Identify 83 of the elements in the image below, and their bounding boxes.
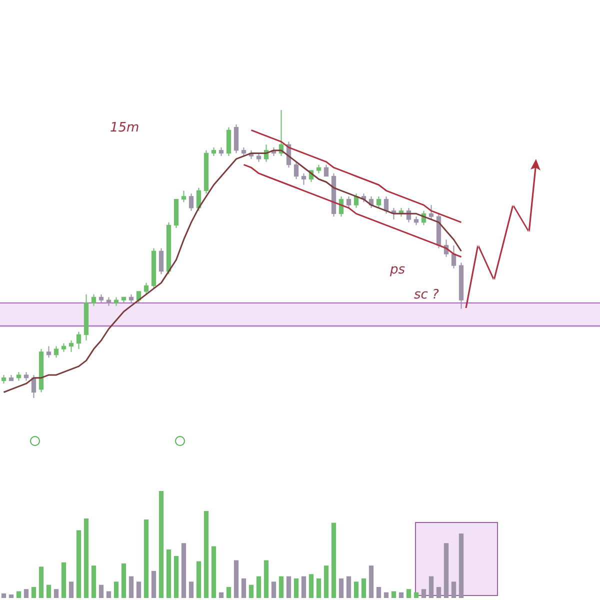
candlestick	[76, 331, 82, 350]
bar	[308, 574, 314, 598]
bar	[384, 592, 389, 598]
bar	[151, 570, 156, 598]
bar	[278, 576, 284, 598]
bar	[158, 491, 164, 598]
candlestick	[451, 244, 456, 269]
bar	[54, 589, 59, 598]
bar	[114, 582, 119, 598]
annotation: ps	[389, 262, 406, 278]
bar	[188, 582, 194, 598]
bar	[376, 586, 382, 598]
bar	[24, 589, 29, 598]
text: 15m	[110, 120, 140, 136]
annotation: sc ?	[414, 287, 440, 302]
candlestick	[346, 196, 352, 208]
bar	[391, 591, 396, 598]
bar	[144, 520, 149, 598]
bar	[211, 546, 216, 598]
bar	[8, 594, 14, 598]
bar	[38, 566, 44, 598]
candlestick	[144, 282, 149, 295]
bar	[361, 578, 366, 598]
bar	[294, 578, 299, 598]
bar	[166, 550, 172, 598]
bar	[68, 582, 74, 598]
bar	[248, 584, 254, 598]
bar	[196, 561, 202, 598]
candlestick	[376, 196, 382, 208]
bar	[444, 543, 449, 598]
bar	[128, 576, 134, 598]
candlestick	[188, 193, 194, 212]
bar	[428, 576, 434, 598]
bar	[61, 562, 66, 598]
bar	[31, 586, 36, 598]
candlestick	[54, 346, 59, 358]
candlestick	[158, 248, 164, 275]
candlestick	[226, 126, 232, 157]
bar	[84, 518, 89, 598]
bar	[338, 578, 344, 598]
bar	[324, 566, 329, 598]
bar	[234, 560, 239, 598]
candlestick	[181, 190, 186, 203]
candlestick	[428, 204, 434, 220]
bar	[301, 576, 306, 598]
bar	[398, 592, 404, 598]
bar	[368, 566, 374, 598]
bar	[204, 511, 209, 598]
bar	[121, 563, 126, 598]
bar	[316, 578, 322, 598]
bar	[174, 556, 179, 598]
bar	[458, 533, 464, 598]
bar	[1, 593, 6, 598]
bar	[181, 543, 186, 598]
bar	[106, 591, 112, 598]
bar	[414, 592, 419, 598]
bar	[16, 591, 22, 598]
candlestick	[68, 340, 74, 352]
candlestick	[294, 161, 299, 180]
candlestick	[234, 124, 239, 154]
bar	[218, 592, 224, 598]
candlestick	[46, 346, 52, 358]
bar	[264, 560, 269, 598]
candlestick	[301, 172, 306, 186]
bar	[46, 584, 52, 598]
bar	[346, 576, 352, 598]
bar	[286, 576, 292, 598]
bar	[226, 586, 232, 598]
bar	[406, 589, 412, 598]
bar	[436, 586, 442, 598]
candlestick	[324, 164, 329, 177]
bar	[354, 582, 359, 598]
bar	[91, 566, 96, 598]
candlestick	[91, 294, 96, 306]
bar	[136, 582, 142, 598]
bar	[98, 584, 104, 598]
bar	[271, 582, 276, 598]
bar	[76, 530, 82, 598]
bar	[421, 589, 426, 598]
bar	[331, 522, 336, 598]
bar	[451, 582, 456, 598]
bar	[256, 576, 262, 598]
bar	[241, 578, 246, 598]
